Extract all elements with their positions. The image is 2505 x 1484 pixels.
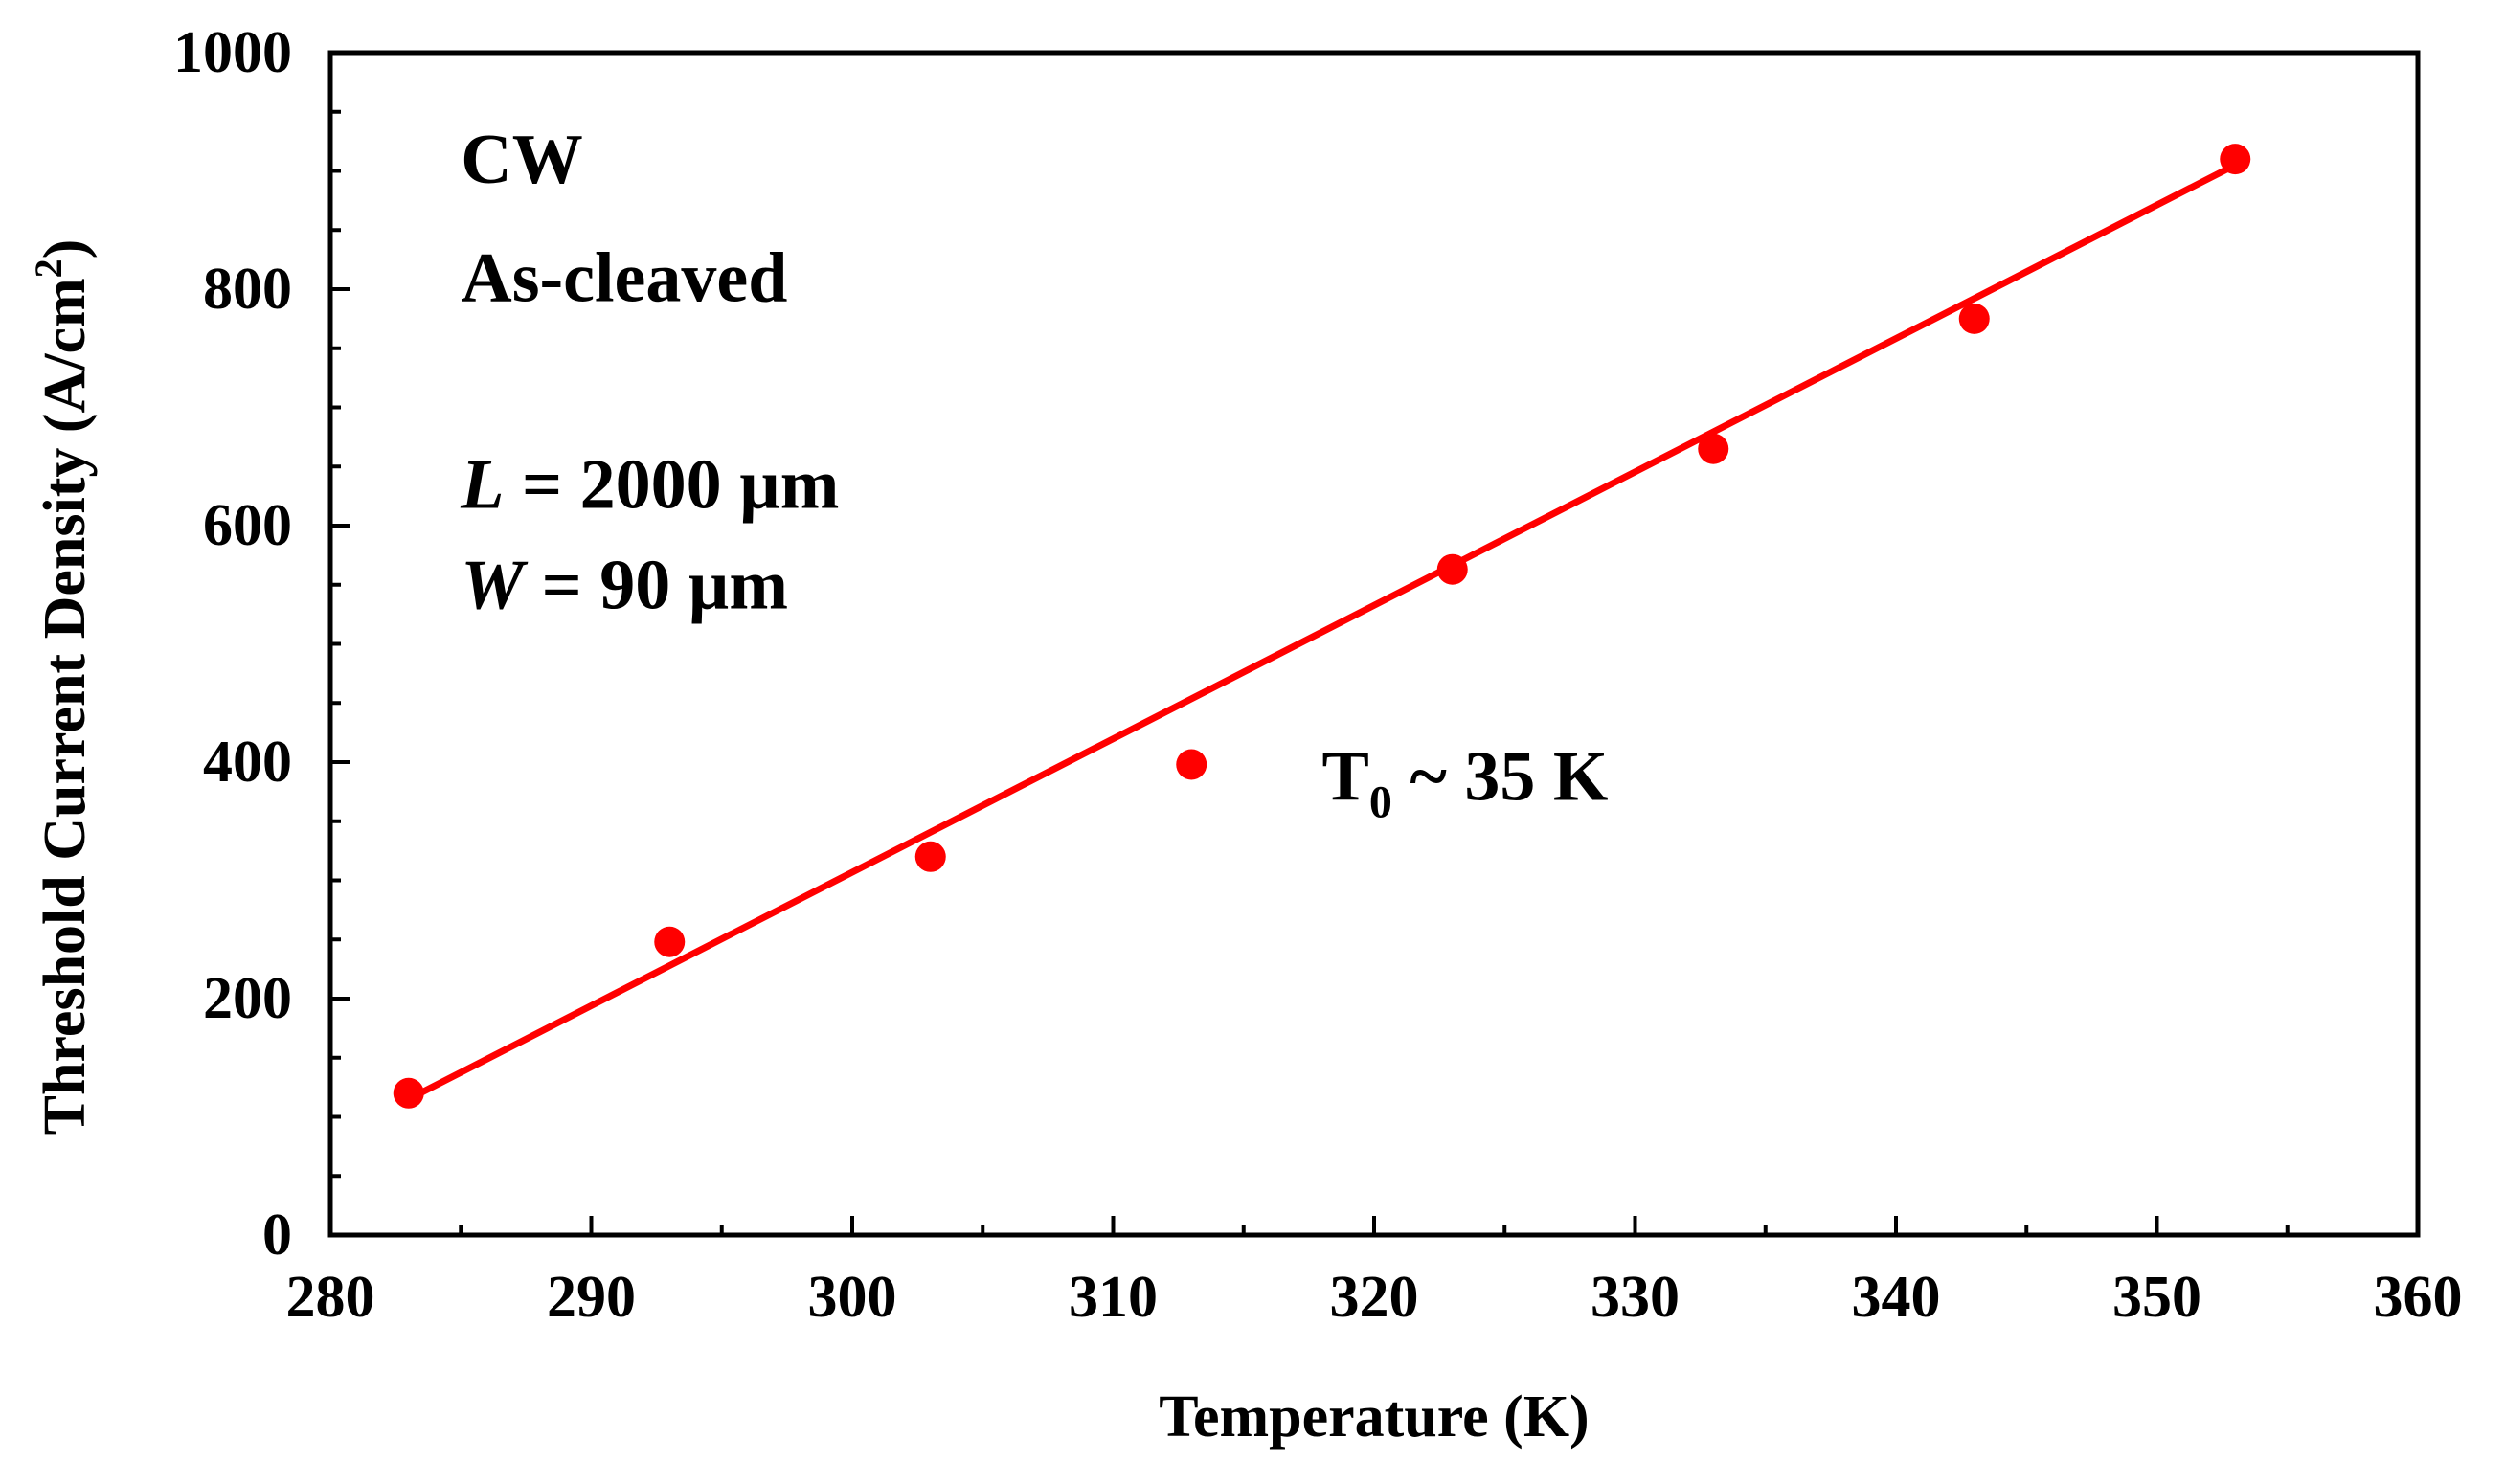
x-tick-label: 330 — [1591, 1265, 1680, 1330]
y-tick-label: 400 — [203, 730, 292, 795]
annotation-body: = 90 µm — [524, 546, 788, 624]
annotation-text: As-cleaved — [461, 238, 787, 317]
y-tick-label: 200 — [203, 966, 292, 1031]
x-tick-label: 320 — [1330, 1265, 1419, 1330]
x-tick-label: 360 — [2374, 1265, 2463, 1330]
data-point — [393, 1077, 424, 1109]
t0-annotation: T0 ~ 35 K — [1322, 738, 1609, 828]
y-axis-label-close: ) — [33, 239, 98, 259]
annotation-text: L = 2000 µm — [460, 445, 839, 524]
t0-subscript: 0 — [1369, 777, 1392, 828]
annotation-body: As-cleaved — [461, 238, 787, 317]
annotation-italic-symbol: L — [460, 445, 504, 524]
data-point — [1176, 749, 1207, 780]
y-axis-label-superscript: 2 — [27, 259, 70, 278]
x-tick-label: 300 — [808, 1265, 897, 1330]
t0-base: T — [1322, 738, 1369, 817]
annotation-italic-symbol: W — [461, 546, 529, 624]
y-axis-label: Threshold Current Density (A/cm2) — [27, 239, 98, 1135]
y-axis-label-main: Threshold Current Density (A/cm — [33, 278, 98, 1135]
data-point — [654, 926, 686, 957]
data-point — [1958, 303, 1990, 334]
y-tick-label: 1000 — [173, 20, 292, 85]
x-tick-label: 290 — [547, 1265, 636, 1330]
annotation-body: CW — [461, 121, 582, 199]
x-tick-label: 310 — [1069, 1265, 1158, 1330]
axis-ticks — [328, 51, 2420, 1237]
data-point — [914, 841, 946, 872]
t0-rest: ~ 35 K — [1392, 738, 1609, 817]
x-tick-label: 350 — [2112, 1265, 2201, 1330]
x-tick-label: 280 — [286, 1265, 375, 1330]
annotation-body: = 2000 µm — [504, 445, 839, 524]
fit-line — [407, 162, 2237, 1103]
y-tick-label: 600 — [203, 493, 292, 558]
annotations: CW As-cleaved L = 2000 µm W = 90 µm — [460, 121, 839, 625]
data-point — [2220, 144, 2251, 175]
y-tick-label: 0 — [262, 1203, 292, 1268]
data-point — [1436, 553, 1468, 585]
series-group — [393, 144, 2251, 1109]
data-point — [1698, 433, 1729, 464]
y-tick-label: 800 — [203, 257, 292, 322]
tick-labels: 280 290 300 310 320 330 340 350 360 0 200 400 600 800… — [173, 20, 2463, 1330]
x-tick-label: 340 — [1852, 1265, 1941, 1330]
annotation-text: CW — [461, 121, 582, 199]
x-axis-label: Temperature (K) — [1159, 1384, 1589, 1450]
annotation-text: W = 90 µm — [461, 546, 788, 624]
